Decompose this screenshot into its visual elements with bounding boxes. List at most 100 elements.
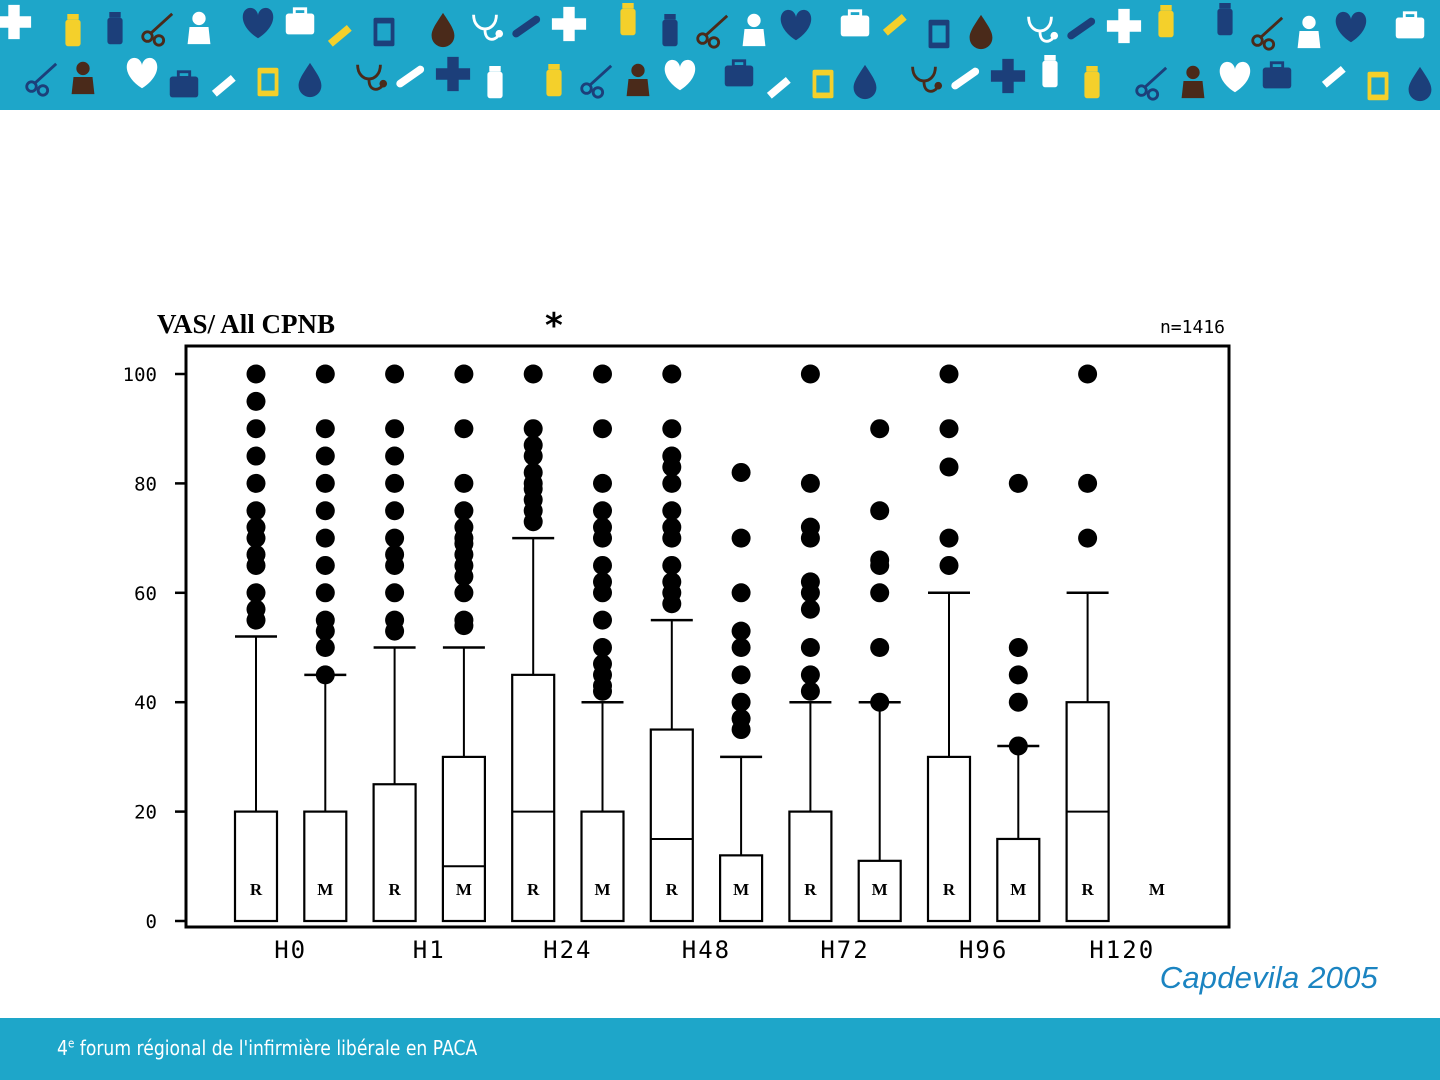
outlier-point [800,517,820,537]
outlier-point [1008,736,1028,756]
outlier-point [315,610,335,630]
outlier-point [454,501,474,521]
outlier-point [385,364,405,384]
outlier-point [731,528,751,548]
box-rect [303,810,348,923]
box-rect [372,783,417,923]
medicine-bottle-icon [1158,4,1174,38]
y-axis: 0 20 40 60 80 100 [123,364,186,933]
box-h0-m: M [303,364,348,923]
x-group-label: H120 [1089,936,1155,964]
x-group-label: H72 [820,936,869,964]
syringe-icon [327,24,352,47]
box-h1-m: M [441,364,486,923]
drop-icon [1408,66,1432,102]
outlier-point [315,446,335,466]
outlier-point [731,621,751,641]
outlier-point [385,583,405,603]
outlier-point [593,517,612,537]
cross-icon [0,4,32,40]
y-tick-label: 80 [134,473,157,495]
cross-icon [1106,8,1142,44]
outlier-point [315,555,335,575]
outlier-point [454,610,474,630]
outlier-point [246,545,266,565]
outlier-point [246,391,266,411]
scissors-icon [1251,16,1284,51]
box-h24-r: R [511,364,556,923]
x-axis-labels: H0 H1 H24 H48 H72 H96 H120 [274,936,1155,964]
outlier-point [870,501,890,521]
pill-bottle-icon [546,64,562,97]
box-rect [718,854,764,923]
box-letter-label: M [594,880,610,899]
box-h48-m: M [718,462,764,923]
banner-pattern [0,2,1432,102]
outlier-point [731,462,751,482]
stethoscope-icon [472,14,504,41]
box-letter-label: M [1149,880,1165,899]
stethoscope-icon [911,66,943,93]
x-group-label: H24 [543,936,592,964]
outlier-point [1078,473,1098,493]
heart-icon [1335,11,1367,43]
outlier-point [246,446,266,466]
outlier-point [385,528,405,548]
box-letter-label: M [1010,880,1026,899]
box-h120-m: M [1149,880,1165,899]
outlier-point [939,457,959,477]
outlier-point [315,419,335,439]
outlier-point [939,419,959,439]
pill-bottle-icon [107,11,123,45]
box-h1-r: R [372,364,417,923]
x-group-label: H0 [274,936,307,964]
box-h96-r: R [926,364,972,923]
cross-icon [551,6,587,42]
heart-icon [1219,61,1251,93]
scissors-icon [25,62,58,97]
box-rect [857,859,902,923]
outlier-point [454,473,474,493]
outlier-point [523,419,543,439]
outlier-point [315,364,335,384]
outlier-point [870,550,890,570]
outlier-point [870,583,890,603]
outlier-point [593,654,612,674]
outlier-point [800,473,820,493]
outlier-point [800,638,820,657]
box-letter-label: R [943,880,956,899]
syringe-icon [882,13,907,36]
outlier-point [1078,528,1098,548]
outlier-point [246,599,266,619]
citation: Capdevila 2005 [1159,960,1378,995]
box-rect [580,810,625,923]
heart-icon [780,9,812,41]
outlier-point [593,610,612,630]
top-banner [0,0,1440,110]
box-h0-r: R [233,364,279,923]
cross-icon [990,58,1026,94]
nurse-icon [187,11,211,45]
outlier-point [523,462,543,482]
drop-icon [431,12,455,48]
clipboard-icon [373,17,395,47]
outlier-point [662,555,682,575]
outlier-point [315,501,335,521]
outlier-point [246,501,266,521]
outlier-point [454,419,474,439]
outlier-point [731,583,751,603]
first-aid-kit-icon [1395,11,1425,39]
footer-superscript: e [67,1036,75,1051]
pill-bottle-icon [662,13,678,47]
medicine-bottle-icon [620,2,636,36]
pill-bottle-icon [1217,2,1233,36]
outlier-point [315,473,335,493]
outlier-point [662,364,682,384]
heart-icon [664,59,696,91]
x-group-label: H96 [959,936,1008,964]
scissors-icon [696,14,729,49]
footer-text: 4e forum régional de l'infirmière libéra… [57,1036,477,1060]
box-rect [441,755,486,923]
outlier-point [662,572,682,592]
